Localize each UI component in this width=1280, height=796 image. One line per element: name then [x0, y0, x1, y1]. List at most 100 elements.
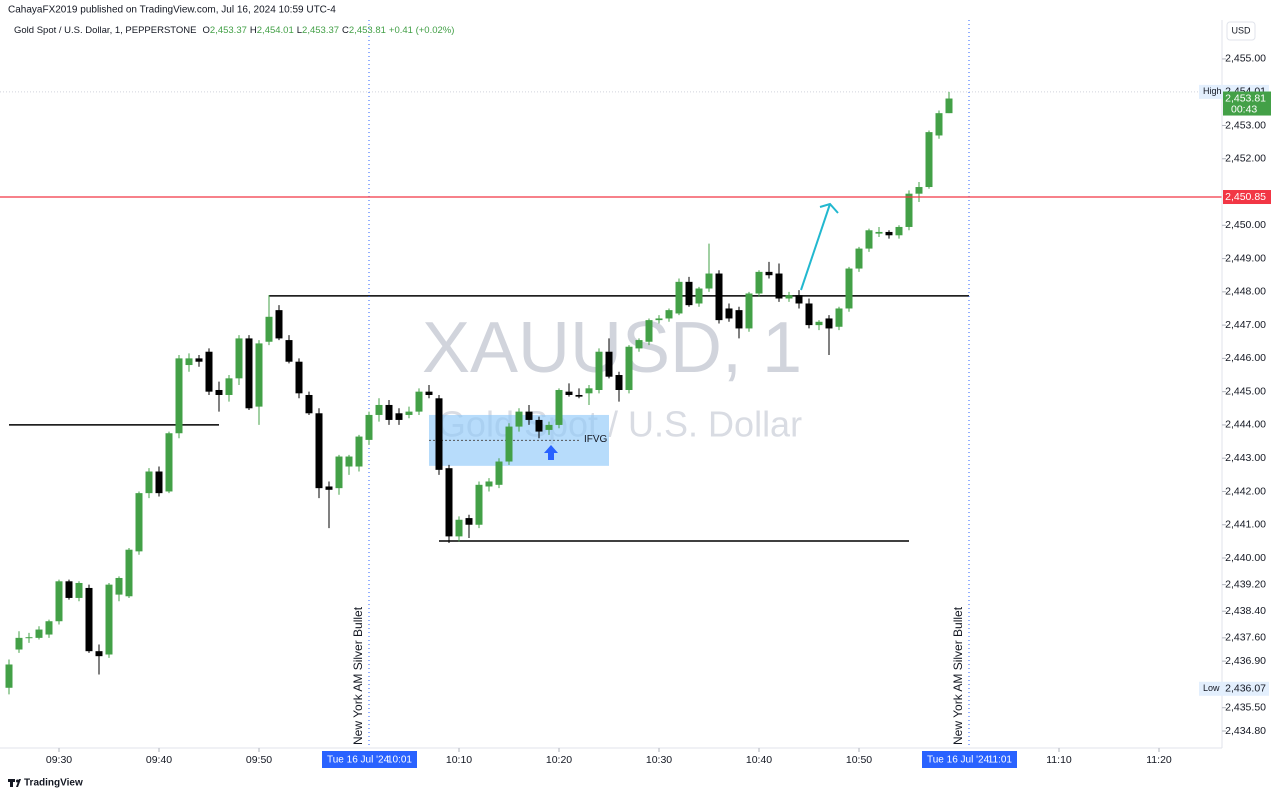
candle-body — [905, 193, 913, 227]
x-tick-label: 10:10 — [446, 754, 472, 766]
candle-body — [875, 231, 883, 234]
candle-body — [165, 433, 173, 492]
y-tick-label: 2,455.00 — [1225, 53, 1266, 65]
currency-button[interactable] — [1226, 21, 1256, 41]
candle-body — [415, 391, 423, 412]
logo-bar — [10, 779, 13, 787]
candle-body — [705, 273, 713, 289]
candle-body — [795, 295, 803, 304]
countdown: 00:43 — [1231, 103, 1257, 115]
candle-body — [115, 577, 123, 595]
legend-key: C — [342, 25, 349, 36]
candle-body — [745, 293, 753, 329]
up-arrow-icon — [544, 445, 558, 460]
y-tick-label: 2,438.40 — [1225, 605, 1266, 617]
x-tick-label: 10:50 — [846, 754, 872, 766]
candle-body — [315, 413, 323, 489]
candle-body — [245, 338, 253, 409]
candle-body — [485, 481, 493, 487]
alert-price-tag — [1223, 190, 1271, 205]
candle-body — [175, 358, 183, 434]
candle-body — [755, 271, 763, 294]
candle-body — [395, 413, 403, 420]
candle-body — [885, 231, 893, 236]
session-tag — [322, 751, 417, 768]
candle-body — [305, 394, 313, 414]
candle-body — [525, 411, 533, 420]
candle-body — [255, 343, 263, 407]
candle-body — [275, 310, 283, 339]
x-tick-label: 09:50 — [246, 754, 272, 766]
x-tick-label: 09:40 — [146, 754, 172, 766]
candle-body — [685, 281, 693, 306]
y-tick-label: 2,453.00 — [1225, 119, 1266, 131]
legend-key: H — [250, 25, 257, 36]
legend-key: O — [203, 25, 210, 36]
candle-body — [815, 321, 823, 326]
y-tick-label: 2,446.00 — [1225, 352, 1266, 364]
candle-body — [655, 318, 663, 321]
y-tick-label: 2,441.00 — [1225, 519, 1266, 531]
candle-body — [15, 637, 23, 650]
candle-body — [355, 436, 363, 467]
last-price-tag — [1223, 91, 1271, 116]
candle-body — [265, 316, 273, 342]
legend-key: L — [297, 25, 302, 36]
y-tick-label: 2,436.90 — [1225, 655, 1266, 667]
candle-body — [405, 411, 413, 415]
candle-body — [775, 273, 783, 299]
session-date: Tue 16 Jul '24 — [927, 755, 990, 766]
candle-body — [375, 404, 383, 415]
y-tick-label: 2,452.00 — [1225, 153, 1266, 165]
session-time: 11:01 — [988, 755, 1013, 766]
low-marker-price: 2,436.07 — [1225, 683, 1266, 695]
legend-symbol: Gold Spot / U.S. Dollar, 1, PEPPERSTONE — [14, 25, 197, 36]
candle-body — [465, 518, 473, 525]
x-tick-label: 11:20 — [1146, 754, 1172, 766]
candle-body — [785, 295, 793, 299]
candle-body — [95, 651, 103, 657]
candle-body — [335, 456, 343, 489]
legend-value: 2,453.37 — [302, 25, 339, 36]
candle-body — [895, 226, 903, 236]
candle-body — [695, 288, 703, 304]
candle-body — [805, 303, 813, 326]
candle-body — [765, 271, 773, 276]
candle-body — [235, 338, 243, 379]
low-marker-tag — [1199, 681, 1269, 696]
low-marker-text: Low — [1203, 683, 1220, 693]
candle-body — [325, 486, 333, 490]
currency[interactable]: USD — [1231, 25, 1251, 35]
candle-body — [55, 581, 63, 622]
candle-body — [215, 389, 223, 395]
candle-body — [645, 320, 653, 342]
x-tick-label: 11:10 — [1046, 754, 1072, 766]
session-note: New York AM Silver Bullet — [951, 606, 965, 745]
candle-body — [675, 281, 683, 314]
candle-body — [195, 358, 203, 362]
candle-body — [575, 394, 583, 397]
drawn-arrow — [800, 203, 831, 291]
candle-body — [345, 456, 353, 467]
session-time: 10:01 — [387, 755, 412, 766]
candle-body — [385, 404, 393, 420]
y-tick-label: 2,445.00 — [1225, 385, 1266, 397]
candle-body — [735, 310, 743, 329]
candle-body — [635, 340, 643, 349]
logo-slash — [16, 779, 21, 787]
candle-body — [595, 351, 603, 390]
candle-body — [505, 426, 513, 462]
candle-body — [585, 388, 593, 394]
candle-body — [865, 230, 873, 249]
x-tick-label: 10:30 — [646, 754, 672, 766]
candle-body — [565, 391, 573, 395]
candle-body — [915, 187, 923, 194]
legend-value: 2,453.37 — [210, 25, 247, 36]
candle-body — [425, 391, 433, 395]
candle-body — [495, 461, 503, 485]
candle-body — [625, 346, 633, 390]
candle-body — [45, 621, 53, 635]
